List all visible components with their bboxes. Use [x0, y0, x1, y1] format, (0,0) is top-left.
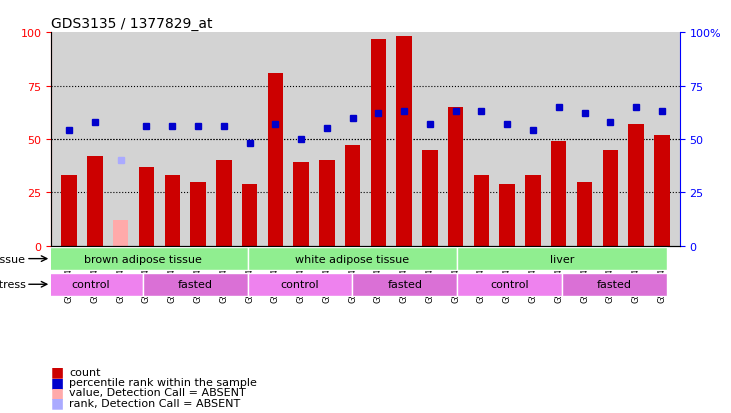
Bar	[602, 150, 618, 246]
Text: ■: ■	[51, 396, 64, 410]
Bar	[499, 184, 515, 246]
Bar	[423, 150, 438, 246]
Text: white adipose tissue: white adipose tissue	[295, 254, 409, 264]
Bar	[319, 161, 335, 246]
Bar	[526, 176, 541, 246]
Bar	[113, 221, 129, 246]
Text: fasted: fasted	[387, 280, 423, 290]
Text: value, Detection Call = ABSENT: value, Detection Call = ABSENT	[69, 387, 246, 397]
Text: control: control	[281, 280, 319, 290]
Text: stress: stress	[0, 280, 26, 290]
Text: control: control	[71, 280, 110, 290]
Bar	[371, 39, 386, 246]
Bar	[61, 176, 77, 246]
FancyBboxPatch shape	[38, 273, 143, 296]
Text: GDS3135 / 1377829_at: GDS3135 / 1377829_at	[51, 17, 213, 31]
FancyBboxPatch shape	[248, 273, 352, 296]
Text: rank, Detection Call = ABSENT: rank, Detection Call = ABSENT	[69, 398, 240, 408]
Bar	[345, 146, 360, 246]
Bar	[448, 108, 463, 246]
Bar	[87, 157, 102, 246]
Text: ■: ■	[51, 375, 64, 389]
Bar	[216, 161, 232, 246]
Text: tissue: tissue	[0, 254, 26, 264]
Bar	[629, 125, 644, 246]
FancyBboxPatch shape	[352, 273, 457, 296]
FancyBboxPatch shape	[562, 273, 667, 296]
Bar	[396, 37, 412, 246]
Bar	[242, 184, 257, 246]
FancyBboxPatch shape	[38, 247, 248, 271]
Text: brown adipose tissue: brown adipose tissue	[84, 254, 202, 264]
FancyBboxPatch shape	[457, 247, 667, 271]
Bar	[577, 182, 592, 246]
Bar	[551, 142, 567, 246]
Text: fasted: fasted	[596, 280, 632, 290]
Text: control: control	[491, 280, 529, 290]
Text: fasted: fasted	[178, 280, 213, 290]
Bar	[474, 176, 489, 246]
Bar	[190, 182, 205, 246]
Text: count: count	[69, 367, 101, 377]
Text: ■: ■	[51, 385, 64, 399]
FancyBboxPatch shape	[143, 273, 248, 296]
Text: ■: ■	[51, 365, 64, 379]
Bar	[164, 176, 180, 246]
Text: liver: liver	[550, 254, 574, 264]
Text: percentile rank within the sample: percentile rank within the sample	[69, 377, 257, 387]
FancyBboxPatch shape	[457, 273, 562, 296]
Bar	[139, 167, 154, 246]
FancyBboxPatch shape	[248, 247, 457, 271]
Bar	[293, 163, 308, 246]
Bar	[654, 135, 670, 246]
Bar	[268, 74, 283, 246]
